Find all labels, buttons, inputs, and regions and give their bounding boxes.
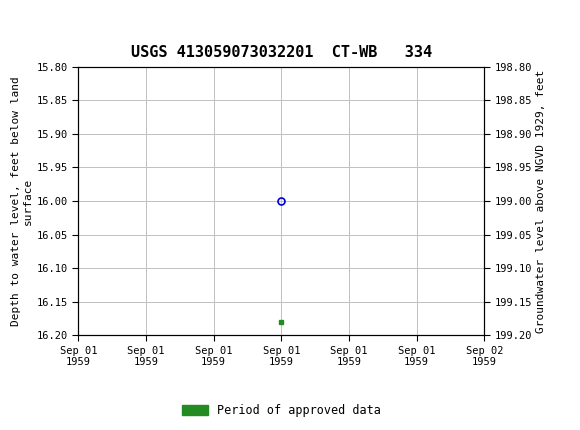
Y-axis label: Depth to water level, feet below land
surface: Depth to water level, feet below land su… [11,76,32,326]
Text: USGS: USGS [44,12,112,33]
Y-axis label: Groundwater level above NGVD 1929, feet: Groundwater level above NGVD 1929, feet [536,69,546,333]
Legend: Period of approved data: Period of approved data [177,399,386,422]
Text: USGS 413059073032201  CT-WB   334: USGS 413059073032201 CT-WB 334 [130,45,432,60]
